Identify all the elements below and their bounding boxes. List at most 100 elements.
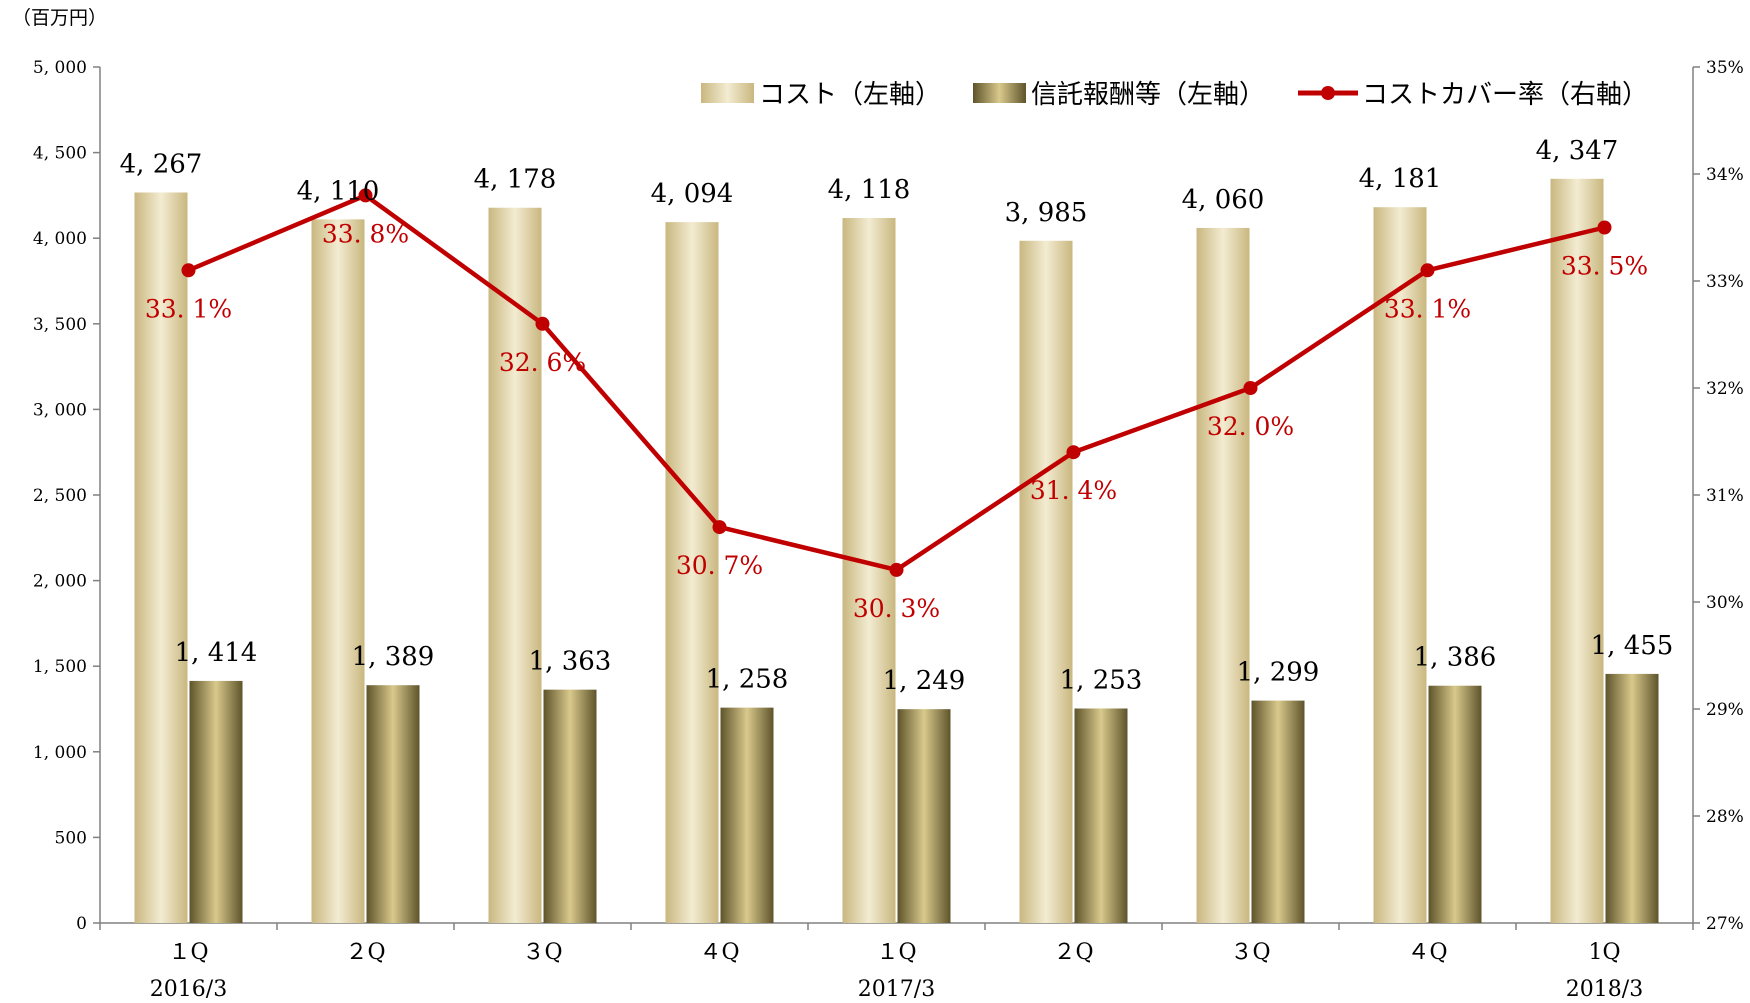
fee-value-label: 1, 386 (1414, 643, 1497, 673)
fee-value-label: 1, 249 (883, 666, 966, 696)
cost-value-label: 4, 178 (474, 165, 557, 195)
right-tick-label: 33% (1706, 272, 1744, 292)
x-category-label: ３Q (522, 940, 562, 965)
fee-value-label: 1, 253 (1060, 665, 1143, 695)
fee-value-label: 1, 299 (1237, 658, 1320, 688)
coverage-point (889, 562, 904, 577)
x-category-label: ２Q (1053, 940, 1093, 965)
cost-bar (1196, 227, 1250, 924)
legend-swatch-cost (701, 83, 754, 103)
coverage-value-label: 30. 3% (853, 594, 940, 623)
fee-bar (1074, 708, 1128, 923)
right-tick-label: 28% (1706, 807, 1744, 827)
fee-value-label: 1, 455 (1591, 631, 1674, 661)
coverage-value-label: 33. 1% (145, 294, 232, 323)
coverage-value-label: 30. 7% (676, 551, 763, 580)
left-tick-label: 0 (76, 914, 87, 934)
fee-bar (366, 685, 420, 923)
fee-bar (720, 707, 774, 923)
coverage-point (1243, 381, 1258, 395)
legend-swatch-marker (1321, 86, 1335, 100)
coverage-point (535, 316, 550, 331)
cost-bar (488, 207, 542, 924)
x-category-label: １Q (168, 940, 208, 965)
right-tick-label: 31% (1706, 486, 1744, 506)
fee-value-label: 1, 389 (352, 642, 435, 672)
left-tick-label: 1, 000 (33, 743, 87, 763)
bars (134, 178, 1659, 924)
right-tick-label: 27% (1706, 914, 1744, 934)
cost-value-label: 4, 110 (297, 176, 380, 206)
cost-bar (842, 217, 896, 923)
data-labels: 4, 267 4, 110 4, 178 4, 094 4, 118 3, 985 4, 0… (120, 136, 1674, 696)
x-category-label: ２Q (345, 940, 385, 965)
right-tick-label: 29% (1706, 700, 1744, 720)
left-tick-label: 3, 000 (33, 400, 87, 420)
period-label: 2018/3 (1566, 977, 1643, 1002)
fee-bar (1605, 673, 1659, 923)
left-tick-label: 5, 000 (33, 58, 87, 78)
period-label: 2017/3 (858, 977, 935, 1002)
cost-value-label: 4, 118 (828, 175, 911, 205)
legend-label-cost: コスト（左軸） (759, 80, 941, 110)
right-tick-label: 32% (1706, 379, 1744, 399)
legend-label-fee: 信託報酬等（左軸） (1031, 80, 1265, 110)
cost-bar (311, 219, 365, 924)
cost-value-label: 4, 267 (120, 149, 203, 179)
left-tick-label: 1, 500 (33, 657, 87, 677)
coverage-value-label: 32. 6% (499, 348, 586, 377)
cost-value-label: 4, 181 (1359, 164, 1442, 194)
coverage-value-label: 33. 1% (1384, 294, 1471, 323)
x-category-label: １Q (876, 940, 916, 965)
coverage-point (181, 263, 196, 278)
coverage-point (358, 188, 373, 203)
fee-value-label: 1, 258 (706, 665, 789, 695)
cost-bar (1550, 178, 1604, 924)
cost-bar (665, 222, 719, 924)
fee-bar (543, 689, 597, 923)
cost-value-label: 4, 060 (1182, 185, 1265, 215)
left-tick-label: 2, 500 (33, 486, 87, 506)
left-tick-label: 4, 500 (33, 144, 87, 164)
cost-bar (134, 192, 188, 923)
period-label: 2016/3 (150, 977, 227, 1002)
cost-value-label: 3, 985 (1005, 198, 1088, 228)
coverage-point (1420, 263, 1435, 278)
fee-bar (189, 680, 243, 923)
left-tick-label: 4, 000 (33, 229, 87, 249)
legend-swatch-fee (973, 83, 1026, 103)
x-category-label: ３Q (1230, 940, 1270, 965)
left-tick-label: 500 (55, 828, 87, 848)
cost-bar (1373, 207, 1427, 924)
x-category-label: ４Q (1407, 940, 1447, 965)
fee-bar (1428, 685, 1482, 923)
unit-label: （百万円） (12, 7, 107, 29)
coverage-point (1066, 445, 1081, 460)
right-axis-ticks: 27% 28% 29% 30% 31% 32% 33% 34% 35% (1693, 58, 1744, 934)
left-tick-label: 3, 500 (33, 315, 87, 335)
coverage-value-label: 31. 4% (1030, 476, 1117, 505)
x-axis-ticks: １Q ２Q ３Q ４Q １Q ２Q ３Q ４Q 1Q 2016/3 2017/3 2018/3 (99, 923, 1694, 1002)
right-tick-label: 30% (1706, 593, 1744, 613)
left-axis-ticks: 0 500 1, 000 1, 500 2, 000 2, 500 3, 000 3, 500… (33, 58, 100, 934)
coverage-line-layer: 33. 1% 33. 8% 32. 6% 30. 7% 30. 3% 31. 4% 32. … (145, 188, 1648, 623)
legend: コスト（左軸） 信託報酬等（左軸） コストカバー率（右軸） (701, 80, 1648, 110)
coverage-value-label: 33. 5% (1561, 252, 1648, 281)
cost-bar (1019, 240, 1073, 923)
fee-bar (1251, 700, 1305, 923)
legend-label-rate: コストカバー率（右軸） (1362, 80, 1648, 110)
x-category-label: 1Q (1588, 940, 1620, 965)
coverage-value-label: 33. 8% (322, 219, 409, 248)
x-category-label: ４Q (699, 940, 739, 965)
coverage-point (712, 520, 727, 535)
right-tick-label: 35% (1706, 58, 1744, 78)
coverage-point (1597, 220, 1612, 235)
cost-value-label: 4, 347 (1536, 136, 1619, 166)
fee-bar (897, 709, 951, 923)
cost-value-label: 4, 094 (651, 179, 734, 209)
fee-value-label: 1, 414 (175, 638, 258, 668)
fee-value-label: 1, 363 (529, 647, 612, 677)
left-tick-label: 2, 000 (33, 572, 87, 592)
right-tick-label: 34% (1706, 165, 1744, 185)
